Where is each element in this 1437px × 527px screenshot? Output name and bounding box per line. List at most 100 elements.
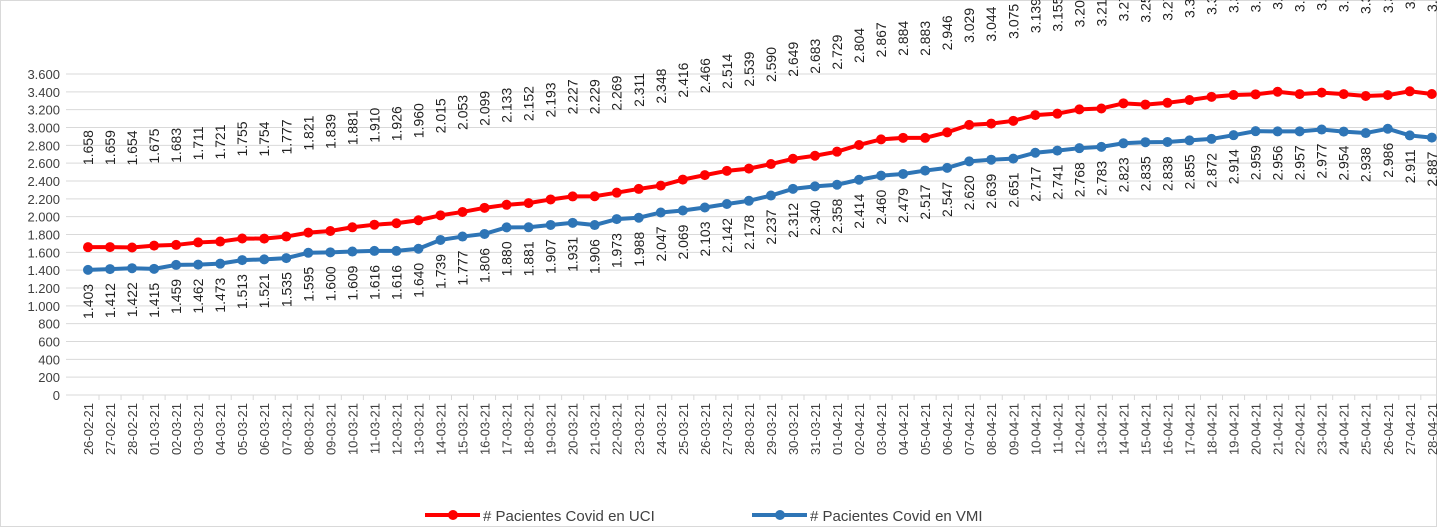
data-label: 1.658 bbox=[80, 130, 96, 165]
data-label: 1.462 bbox=[190, 278, 206, 313]
data-point bbox=[1074, 143, 1085, 154]
data-label: 3.364 bbox=[1226, 0, 1242, 13]
data-point bbox=[677, 205, 688, 216]
x-tick-label: 06-04-21 bbox=[940, 403, 955, 455]
data-point bbox=[787, 153, 798, 164]
data-point bbox=[589, 191, 600, 202]
x-tick-label: 13-03-21 bbox=[411, 403, 426, 455]
data-point bbox=[898, 132, 909, 143]
data-label: 1.839 bbox=[322, 114, 338, 149]
data-point bbox=[105, 264, 116, 275]
data-label: 2.914 bbox=[1226, 149, 1242, 184]
x-tick-label: 22-03-21 bbox=[610, 403, 625, 455]
data-label: 2.047 bbox=[653, 226, 669, 261]
data-label: 2.783 bbox=[1093, 161, 1109, 196]
data-point bbox=[413, 243, 424, 254]
data-point bbox=[105, 242, 116, 253]
data-label: 2.269 bbox=[609, 75, 625, 110]
data-point bbox=[215, 236, 226, 247]
data-point bbox=[545, 194, 556, 205]
data-point bbox=[149, 263, 160, 274]
data-label: 3.401 bbox=[1270, 0, 1286, 10]
data-label: 3.374 bbox=[1336, 0, 1352, 12]
data-point bbox=[303, 227, 314, 238]
legend-label: # Pacientes Covid en VMI bbox=[810, 508, 983, 525]
data-point bbox=[347, 246, 358, 257]
data-label: 2.178 bbox=[741, 215, 757, 250]
data-label: 2.977 bbox=[1314, 143, 1330, 178]
data-point bbox=[347, 222, 358, 233]
x-tick-label: 04-04-21 bbox=[896, 403, 911, 455]
data-point bbox=[237, 233, 248, 244]
data-label: 2.946 bbox=[939, 15, 955, 50]
y-tick-label: 1.200 bbox=[27, 281, 60, 296]
data-label: 1.616 bbox=[388, 265, 404, 300]
x-tick-label: 02-04-21 bbox=[852, 403, 867, 455]
data-label: 2.639 bbox=[983, 173, 999, 208]
data-point bbox=[743, 195, 754, 206]
data-point bbox=[369, 219, 380, 230]
data-point bbox=[787, 183, 798, 194]
data-label: 1.926 bbox=[388, 106, 404, 141]
data-label: 2.053 bbox=[455, 95, 471, 130]
data-label: 1.754 bbox=[256, 121, 272, 156]
data-label: 1.459 bbox=[168, 279, 184, 314]
x-tick-label: 10-04-21 bbox=[1028, 403, 1043, 455]
data-label: 2.517 bbox=[917, 184, 933, 219]
data-point bbox=[1030, 147, 1041, 158]
data-label: 2.479 bbox=[895, 188, 911, 223]
data-label: 1.881 bbox=[344, 110, 360, 145]
data-label: 1.777 bbox=[278, 119, 294, 154]
y-tick-label: 600 bbox=[38, 335, 60, 350]
y-tick-label: 0 bbox=[53, 388, 60, 403]
x-tick-label: 04-03-21 bbox=[213, 403, 228, 455]
data-point bbox=[281, 253, 292, 264]
data-point bbox=[83, 264, 93, 275]
data-label: 1.960 bbox=[410, 103, 426, 138]
x-tick-label: 29-03-21 bbox=[764, 403, 779, 455]
data-point bbox=[1272, 86, 1283, 97]
data-point bbox=[1404, 86, 1415, 97]
data-point bbox=[1404, 130, 1415, 141]
data-point bbox=[809, 181, 820, 192]
x-tick-label: 21-03-21 bbox=[588, 403, 603, 455]
data-point bbox=[193, 237, 204, 248]
data-label: 1.910 bbox=[366, 107, 382, 142]
data-label: 2.416 bbox=[675, 62, 691, 97]
data-point bbox=[854, 174, 865, 185]
data-point bbox=[1338, 126, 1349, 137]
x-tick-label: 13-04-21 bbox=[1094, 403, 1109, 455]
y-tick-label: 2.200 bbox=[27, 192, 60, 207]
data-label: 2.099 bbox=[477, 91, 493, 126]
data-point bbox=[171, 239, 182, 250]
data-point bbox=[1294, 126, 1305, 137]
x-tick-label: 22-04-21 bbox=[1293, 403, 1308, 455]
data-point bbox=[743, 163, 754, 174]
y-tick-label: 3.400 bbox=[27, 85, 60, 100]
data-point bbox=[457, 231, 468, 242]
x-tick-label: 01-03-21 bbox=[147, 403, 162, 455]
data-point bbox=[1250, 89, 1261, 100]
data-point bbox=[1096, 103, 1107, 114]
y-tick-label: 3.000 bbox=[27, 121, 60, 136]
data-point bbox=[832, 146, 843, 157]
data-label: 1.609 bbox=[344, 265, 360, 300]
data-point bbox=[1294, 89, 1305, 100]
data-label: 2.237 bbox=[763, 209, 779, 244]
data-point bbox=[171, 259, 182, 270]
data-label: 2.957 bbox=[1292, 145, 1308, 180]
x-tick-label: 26-02-21 bbox=[81, 403, 96, 455]
x-tick-label: 14-04-21 bbox=[1116, 403, 1131, 455]
data-point bbox=[391, 245, 402, 256]
y-tick-label: 800 bbox=[38, 317, 60, 332]
x-tick-label: 28-03-21 bbox=[742, 403, 757, 455]
data-label: 2.142 bbox=[719, 218, 735, 253]
data-point bbox=[854, 139, 865, 150]
data-label: 2.514 bbox=[719, 54, 735, 89]
data-point bbox=[1118, 98, 1129, 109]
data-point bbox=[1118, 138, 1129, 149]
data-label: 2.954 bbox=[1336, 145, 1352, 180]
x-tick-label: 15-03-21 bbox=[456, 403, 471, 455]
data-label: 3.353 bbox=[1358, 0, 1374, 14]
x-tick-label: 20-03-21 bbox=[566, 403, 581, 455]
